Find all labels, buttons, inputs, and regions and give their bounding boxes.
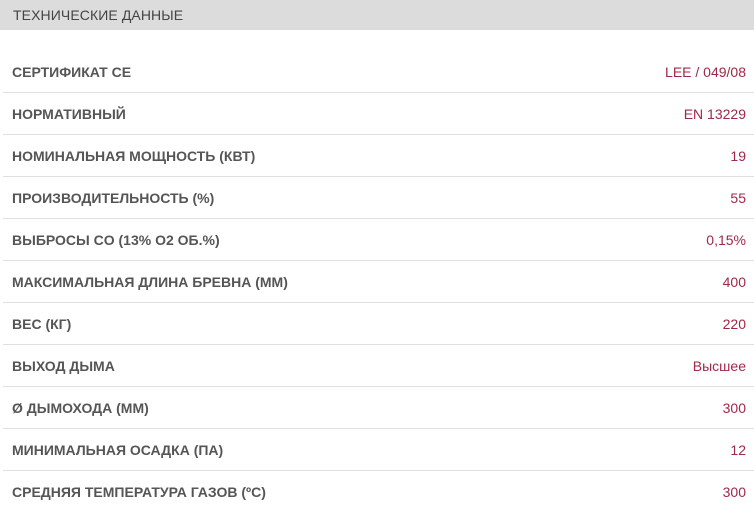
spec-label: СРЕДНЯЯ ТЕМПЕРАТУРА ГАЗОВ (ºC) [12,483,266,500]
spec-label: НОРМАТИВНЫЙ [12,105,126,122]
specs-table: СЕРТИФИКАТ CE LEE / 049/08 НОРМАТИВНЫЙ EN 1… [0,51,754,512]
spec-row: МАКСИМАЛЬНАЯ ДЛИНА БРЕВНА (ММ) 400 [3,261,754,303]
spec-value: Высшее [692,357,746,374]
spec-label: ПРОИЗВОДИТЕЛЬНОСТЬ (%) [12,189,215,206]
spec-value: EN 13229 [683,105,746,122]
spec-value: 12 [730,441,746,458]
spec-value: 19 [730,147,746,164]
spec-row: НОМИНАЛЬНАЯ МОЩНОСТЬ (КВТ) 19 [3,135,754,177]
spec-value: 220 [722,315,746,332]
spec-row: ВЕС (КГ) 220 [3,303,754,345]
spec-label: МАКСИМАЛЬНАЯ ДЛИНА БРЕВНА (ММ) [12,273,288,290]
spec-value: 300 [722,399,746,416]
spec-row: МИНИМАЛЬНАЯ ОСАДКА (ПА) 12 [3,429,754,471]
spec-row: Ø ДЫМОХОДА (ММ) 300 [3,387,754,429]
section-header: ТЕХНИЧЕСКИЕ ДАННЫЕ [0,0,754,30]
spec-row: СРЕДНЯЯ ТЕМПЕРАТУРА ГАЗОВ (ºC) 300 [3,471,754,512]
spec-label: МИНИМАЛЬНАЯ ОСАДКА (ПА) [12,441,224,458]
spec-value: LEE / 049/08 [665,63,746,80]
spec-label: ВЫХОД ДЫМА [12,357,115,374]
spec-row: ВЫХОД ДЫМА Высшее [3,345,754,387]
spec-row: ПРОИЗВОДИТЕЛЬНОСТЬ (%) 55 [3,177,754,219]
spec-label: Ø ДЫМОХОДА (ММ) [12,399,149,416]
spec-label: ВЕС (КГ) [12,315,72,332]
spec-value: 0,15% [706,231,746,248]
spec-value: 55 [730,189,746,206]
spec-row: ВЫБРОСЫ CO (13% O2 ОБ.%) 0,15% [3,219,754,261]
spec-label: ВЫБРОСЫ CO (13% O2 ОБ.%) [12,231,220,248]
spec-value: 300 [722,483,746,500]
spec-row: СЕРТИФИКАТ CE LEE / 049/08 [3,51,754,93]
spec-label: НОМИНАЛЬНАЯ МОЩНОСТЬ (КВТ) [12,147,256,164]
spec-value: 400 [722,273,746,290]
spec-label: СЕРТИФИКАТ CE [12,63,132,80]
section-title: ТЕХНИЧЕСКИЕ ДАННЫЕ [13,7,184,23]
spec-row: НОРМАТИВНЫЙ EN 13229 [3,93,754,135]
